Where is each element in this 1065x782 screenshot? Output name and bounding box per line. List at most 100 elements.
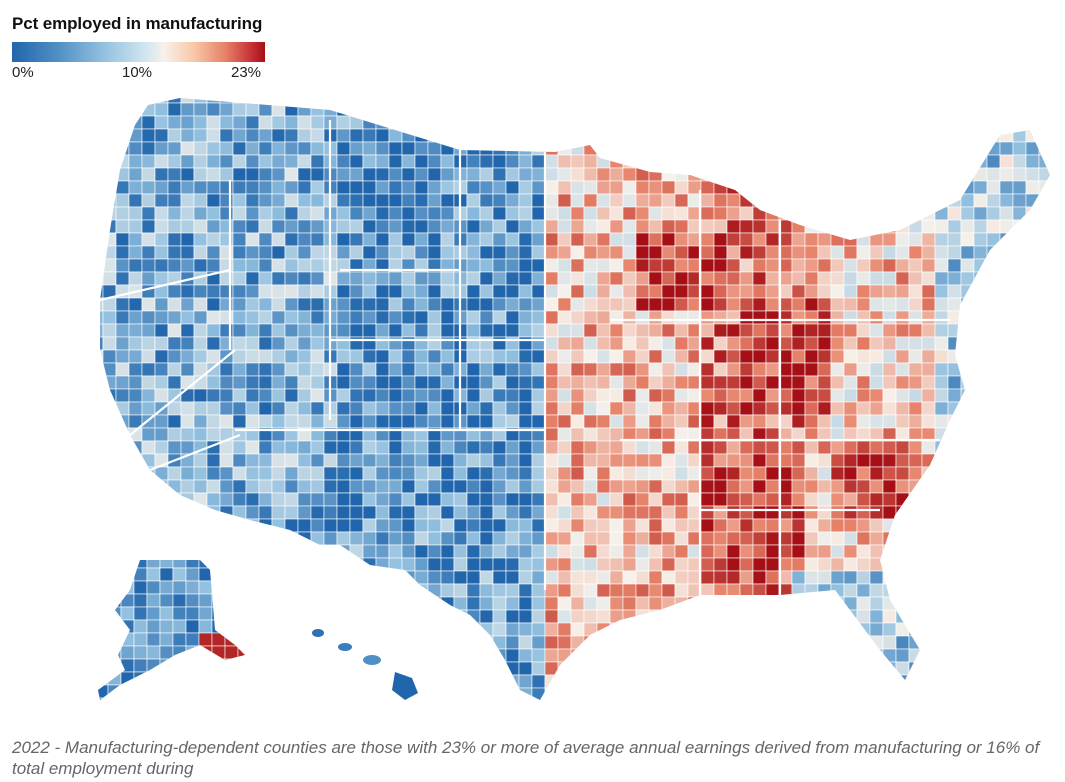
- county-cell[interactable]: [843, 388, 858, 403]
- county-cell[interactable]: [1038, 323, 1052, 338]
- county-cell[interactable]: [90, 440, 104, 455]
- county-cell[interactable]: [700, 375, 715, 390]
- county-cell[interactable]: [999, 375, 1014, 390]
- county-cell[interactable]: [700, 206, 715, 221]
- county-cell[interactable]: [752, 479, 767, 494]
- county-cell[interactable]: [635, 297, 650, 312]
- county-cell[interactable]: [804, 141, 819, 156]
- county-cell[interactable]: [466, 90, 481, 104]
- county-cell[interactable]: [90, 466, 104, 481]
- county-cell[interactable]: [388, 479, 403, 494]
- county-cell[interactable]: [310, 661, 325, 676]
- county-cell[interactable]: [635, 193, 650, 208]
- county-cell[interactable]: [791, 622, 806, 637]
- county-cell[interactable]: [1025, 401, 1040, 416]
- county-cell[interactable]: [505, 258, 520, 273]
- county-cell[interactable]: [453, 557, 468, 572]
- county-cell[interactable]: [232, 466, 247, 481]
- county-cell[interactable]: [921, 284, 936, 299]
- county-cell[interactable]: [258, 310, 273, 325]
- county-cell[interactable]: [544, 661, 559, 676]
- county-cell[interactable]: [596, 414, 611, 429]
- county-cell[interactable]: [960, 284, 975, 299]
- county-cell[interactable]: [193, 219, 208, 234]
- county-cell[interactable]: [142, 701, 155, 714]
- county-cell[interactable]: [310, 245, 325, 260]
- county-cell[interactable]: [505, 310, 520, 325]
- alaska-county-cell[interactable]: [95, 697, 109, 711]
- county-cell[interactable]: [245, 232, 260, 247]
- county-cell[interactable]: [817, 206, 832, 221]
- county-cell[interactable]: [713, 388, 728, 403]
- county-cell[interactable]: [232, 531, 247, 546]
- county-cell[interactable]: [401, 583, 416, 598]
- county-cell[interactable]: [336, 583, 351, 598]
- county-cell[interactable]: [674, 518, 689, 533]
- county-cell[interactable]: [284, 102, 299, 117]
- county-cell[interactable]: [869, 388, 884, 403]
- county-cell[interactable]: [960, 544, 975, 559]
- county-cell[interactable]: [245, 440, 260, 455]
- county-cell[interactable]: [974, 701, 987, 714]
- county-cell[interactable]: [401, 648, 416, 663]
- county-cell[interactable]: [869, 544, 884, 559]
- county-cell[interactable]: [804, 258, 819, 273]
- county-cell[interactable]: [570, 375, 585, 390]
- county-cell[interactable]: [219, 505, 234, 520]
- county-cell[interactable]: [856, 258, 871, 273]
- county-cell[interactable]: [245, 414, 260, 429]
- county-cell[interactable]: [622, 323, 637, 338]
- county-cell[interactable]: [154, 206, 169, 221]
- county-cell[interactable]: [90, 609, 104, 624]
- county-cell[interactable]: [596, 297, 611, 312]
- county-cell[interactable]: [648, 414, 663, 429]
- county-cell[interactable]: [453, 661, 468, 676]
- county-cell[interactable]: [856, 102, 871, 117]
- county-cell[interactable]: [1038, 206, 1052, 221]
- county-cell[interactable]: [960, 531, 975, 546]
- county-cell[interactable]: [648, 193, 663, 208]
- county-cell[interactable]: [713, 362, 728, 377]
- county-cell[interactable]: [1025, 479, 1040, 494]
- county-cell[interactable]: [284, 362, 299, 377]
- county-cell[interactable]: [90, 427, 104, 442]
- county-cell[interactable]: [687, 635, 702, 650]
- county-cell[interactable]: [427, 323, 442, 338]
- county-cell[interactable]: [518, 284, 533, 299]
- county-cell[interactable]: [362, 440, 377, 455]
- county-cell[interactable]: [427, 128, 442, 143]
- county-cell[interactable]: [115, 245, 130, 260]
- county-cell[interactable]: [622, 687, 637, 701]
- county-cell[interactable]: [388, 167, 403, 182]
- alaska-county-cell[interactable]: [198, 555, 213, 569]
- county-cell[interactable]: [271, 375, 286, 390]
- county-cell[interactable]: [115, 362, 130, 377]
- county-cell[interactable]: [388, 492, 403, 507]
- county-cell[interactable]: [336, 128, 351, 143]
- county-cell[interactable]: [531, 115, 546, 130]
- county-cell[interactable]: [90, 323, 104, 338]
- county-cell[interactable]: [960, 102, 975, 117]
- county-cell[interactable]: [609, 492, 624, 507]
- county-cell[interactable]: [778, 206, 793, 221]
- county-cell[interactable]: [531, 401, 546, 416]
- county-cell[interactable]: [609, 544, 624, 559]
- county-cell[interactable]: [830, 609, 845, 624]
- county-cell[interactable]: [375, 596, 390, 611]
- county-cell[interactable]: [440, 505, 455, 520]
- county-cell[interactable]: [479, 128, 494, 143]
- county-cell[interactable]: [492, 531, 507, 546]
- county-cell[interactable]: [609, 219, 624, 234]
- county-cell[interactable]: [895, 349, 910, 364]
- county-cell[interactable]: [1012, 362, 1027, 377]
- county-cell[interactable]: [362, 154, 377, 169]
- county-cell[interactable]: [999, 102, 1014, 117]
- county-cell[interactable]: [843, 206, 858, 221]
- county-cell[interactable]: [934, 414, 949, 429]
- county-cell[interactable]: [258, 414, 273, 429]
- county-cell[interactable]: [869, 661, 884, 676]
- county-cell[interactable]: [700, 570, 715, 585]
- county-cell[interactable]: [180, 505, 195, 520]
- county-cell[interactable]: [869, 466, 884, 481]
- county-cell[interactable]: [765, 635, 780, 650]
